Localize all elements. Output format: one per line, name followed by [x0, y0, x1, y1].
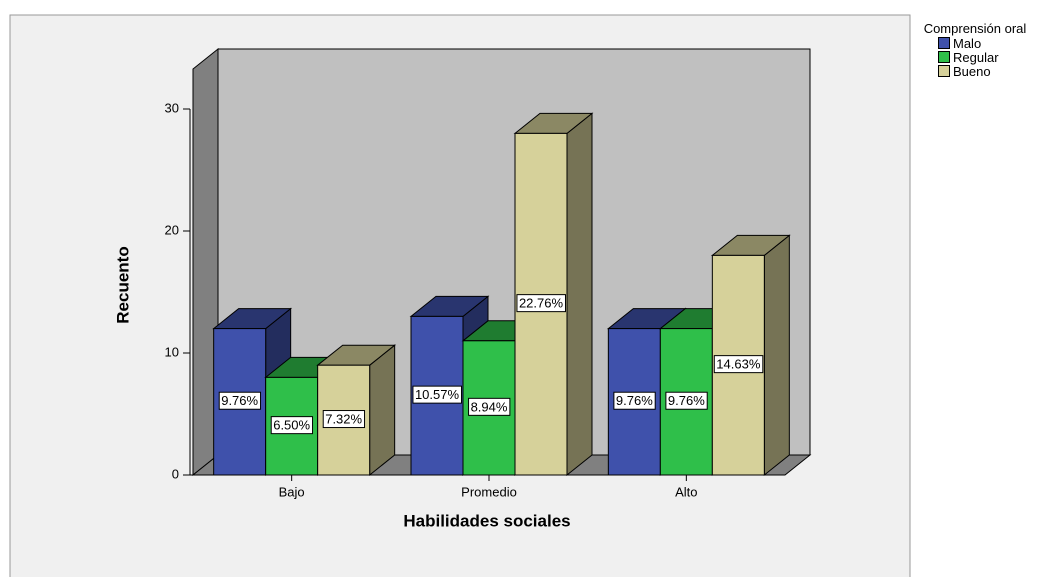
data-label: 6.50%: [273, 418, 310, 433]
data-label: 8.94%: [471, 399, 508, 414]
y-tick-label: 30: [165, 100, 179, 115]
legend-item: Malo: [938, 35, 1056, 51]
data-label-box: [665, 391, 708, 410]
data-label: 9.76%: [668, 393, 705, 408]
legend-label: Bueno: [953, 63, 991, 79]
data-label-box: [613, 391, 656, 410]
legend-swatch: [938, 37, 950, 49]
data-label-box: [516, 294, 566, 313]
legend-title: Comprensión oral: [923, 21, 1027, 36]
legend-label: Regular: [953, 49, 999, 65]
x-tick-label: Alto: [675, 484, 697, 499]
bar-side: [566, 112, 593, 477]
data-label: 14.63%: [716, 357, 761, 372]
y-axis-title: Recuento: [113, 246, 132, 323]
y-tick-label: 10: [165, 344, 179, 359]
bar-side: [369, 344, 396, 477]
data-label: 9.76%: [221, 393, 258, 408]
data-label-box: [322, 410, 366, 429]
data-label-box: [218, 391, 262, 410]
x-axis-title: Habilidades sociales: [403, 511, 570, 530]
data-label: 7.32%: [325, 412, 362, 427]
data-label-box: [412, 385, 462, 404]
bar-side: [763, 234, 790, 477]
legend-swatch: [938, 65, 950, 77]
y-tick-label: 20: [165, 222, 179, 237]
data-label: 22.76%: [519, 296, 564, 311]
legend-item: Regular: [938, 49, 1056, 65]
y-tick-label: 0: [172, 466, 179, 481]
x-tick-label: Promedio: [461, 484, 517, 499]
data-label-box: [468, 397, 511, 416]
legend-item: Bueno: [938, 63, 1056, 79]
data-label-box: [713, 355, 764, 374]
data-label: 10.57%: [415, 387, 460, 402]
data-label-box: [270, 416, 314, 435]
legend-swatch: [938, 51, 950, 63]
legend: Comprensión oral Malo Regular Bueno: [916, 21, 1056, 79]
data-label: 9.76%: [616, 393, 653, 408]
x-tick-label: Bajo: [279, 484, 305, 499]
legend-label: Malo: [953, 35, 982, 51]
